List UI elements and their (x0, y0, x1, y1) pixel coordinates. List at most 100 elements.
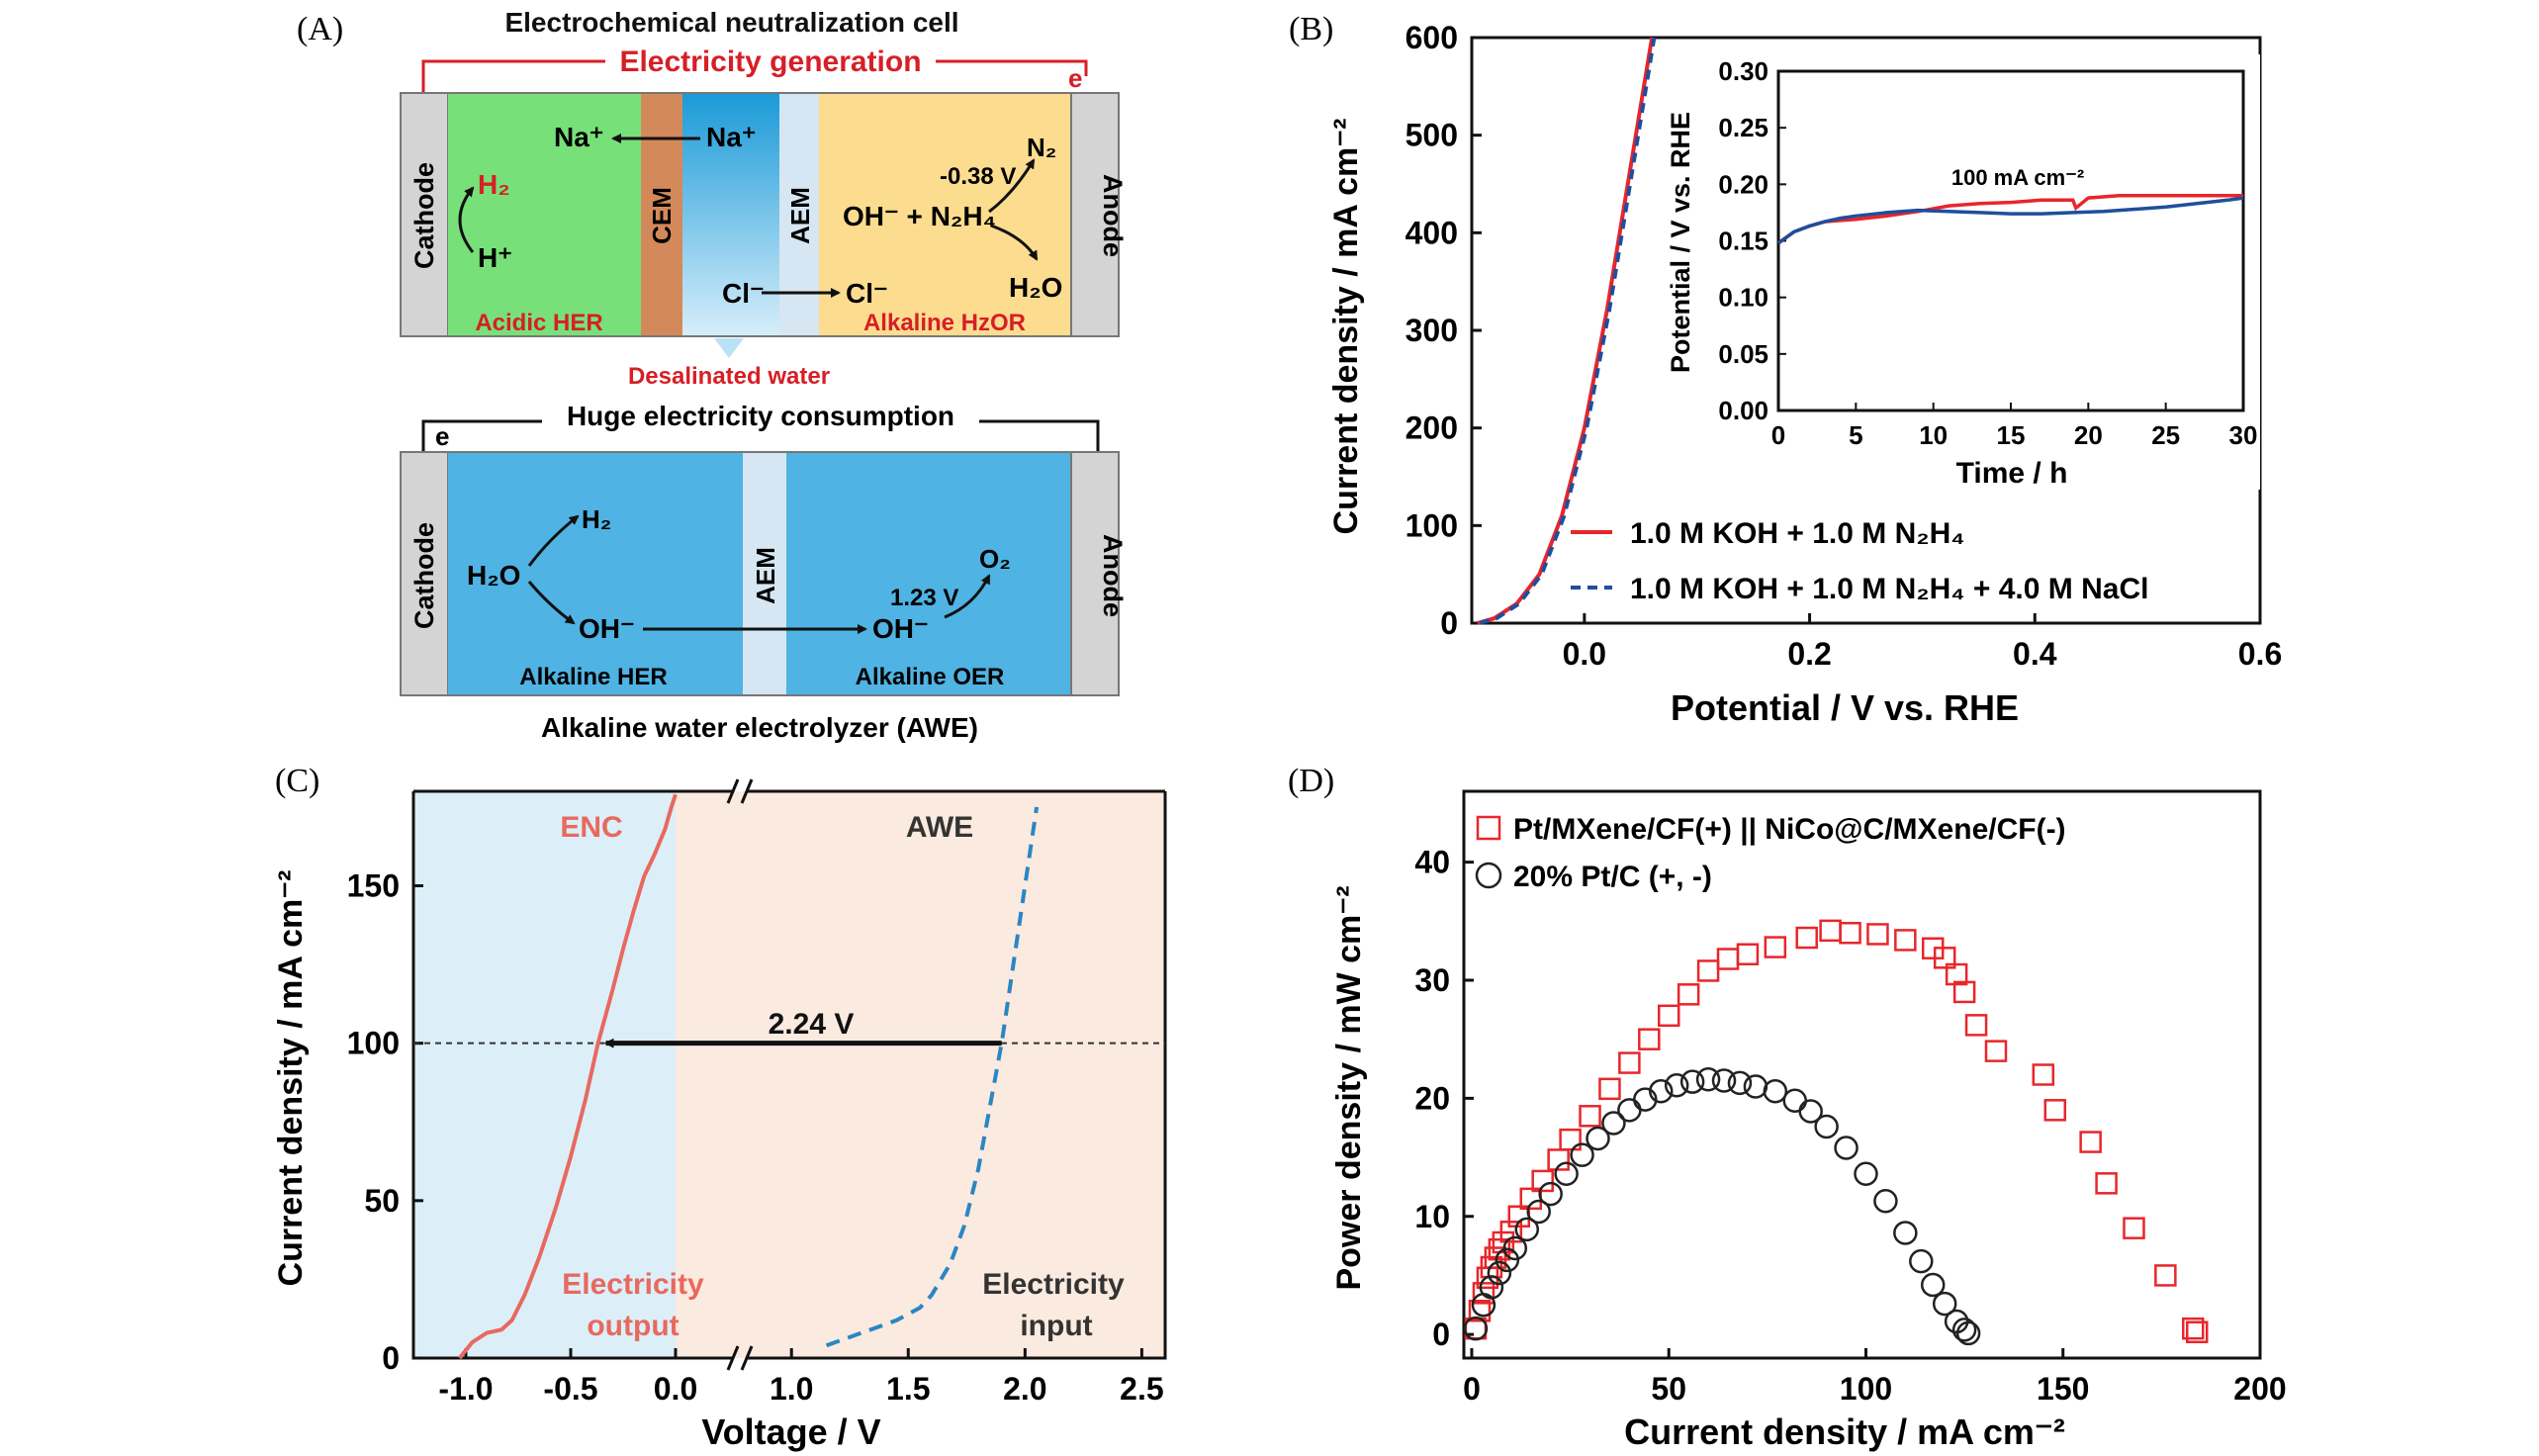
d-y-tick-label: 10 (1414, 1199, 1450, 1234)
b-y-tick-label: 500 (1406, 118, 1458, 153)
d-point-circle (1932, 1291, 1957, 1317)
d-point-circle (1873, 1188, 1898, 1214)
d-point-circle (1586, 1126, 1610, 1151)
d-legend-marker-1 (1476, 815, 1501, 841)
inset-x-tick-label: 30 (2229, 420, 2258, 450)
d-point-square (1764, 936, 1787, 958)
inset-y-tick-label: 0.15 (1718, 227, 1768, 256)
cathode-label: Cathode (409, 162, 439, 269)
inset-x-tick-label: 5 (1849, 420, 1862, 450)
panel-b-label: (B) (1289, 11, 1333, 47)
inset-x-tick-label: 20 (2074, 420, 2103, 450)
d-point-square (1598, 1077, 1621, 1101)
c-axis-break-icon (726, 778, 754, 804)
c-x-tick-label: 2.0 (1003, 1371, 1046, 1407)
d-point-square (1866, 923, 1889, 946)
d-y-tick-label: 0 (1432, 1317, 1450, 1352)
d-point-square (1933, 947, 1956, 969)
awe-anode-chamber (786, 452, 1071, 695)
d-point-circle (1538, 1181, 1563, 1207)
d-point-circle (1664, 1072, 1689, 1098)
inset-x-tick-label: 10 (1919, 420, 1948, 450)
d-point-circle (1920, 1272, 1946, 1298)
d-point-square (2095, 1172, 2118, 1195)
awe-title: Alkaline water electrolyzer (AWE) (541, 712, 978, 743)
d-point-circle (1834, 1136, 1859, 1160)
awe-cathode-chamber (448, 452, 743, 695)
inset-annotation: 100 mA cm⁻² (1951, 165, 2084, 190)
h2o-label: H₂O (1009, 272, 1062, 303)
inset-x-axis-title: Time / h (1956, 457, 2068, 490)
panel-d-power: (D) 0 50 100 150 200 0 10 20 30 40 Pt/MXene/CF(+)… (1288, 763, 2287, 1452)
cell-title: Electrochemical neutralization cell (504, 7, 958, 38)
alkaline-her-label: Alkaline HER (519, 664, 667, 690)
d-point-circle (1743, 1074, 1768, 1099)
d-point-circle (1814, 1114, 1839, 1139)
d-x-tick-label: 100 (1840, 1371, 1892, 1407)
c-x-tick-label: -1.0 (438, 1371, 493, 1407)
d-point-square (1657, 1004, 1680, 1028)
acidic-her-label: Acidic HER (475, 310, 602, 336)
d-y-tick-label: 30 (1414, 962, 1450, 998)
alkaline-oer-label: Alkaline OER (856, 664, 1005, 690)
d-point-square (1736, 943, 1760, 965)
d-x-axis-title: Current density / mA cm⁻² (1624, 1411, 2065, 1452)
awe-aem-label: AEM (751, 547, 780, 604)
inset-y-tick-label: 0.20 (1718, 169, 1768, 199)
d-point-square (2032, 1063, 2055, 1086)
d-point-circle (1554, 1161, 1579, 1187)
awe-label: AWE (906, 811, 973, 844)
inset-y-tick-label: 0.00 (1718, 396, 1768, 425)
d-y-axis-title: Power density / mW cm⁻² (1330, 885, 1368, 1290)
enc-label: ENC (560, 811, 622, 844)
d-point-circle (1601, 1111, 1626, 1136)
d-point-square (1468, 1300, 1492, 1322)
d-y-tick-label: 40 (1414, 845, 1450, 880)
output-label-1: Electricity (562, 1268, 704, 1301)
o2-arrow (944, 574, 991, 619)
d-point-square (1638, 1028, 1661, 1050)
desalinated-label: Desalinated water (628, 363, 830, 390)
hplus-label: H⁺ (478, 242, 512, 273)
b-x-tick-label: 0.4 (2013, 636, 2057, 672)
d-point-square (1559, 1128, 1582, 1151)
d-point-circle (1727, 1070, 1753, 1096)
d-point-circle (1633, 1087, 1658, 1112)
d-point-square (2043, 1099, 2067, 1122)
b-series-line-1 (1477, 37, 1655, 625)
enc-region-bg (413, 791, 676, 1358)
awe-oh-right: OH⁻ (872, 613, 929, 644)
b-x-axis-title: Potential / V vs. RHE (1671, 687, 2019, 728)
d-point-circle (1951, 1318, 1977, 1342)
d-point-circle (1463, 1316, 1489, 1341)
oer-potential: 1.23 V (890, 585, 958, 611)
c-series-line-2 (825, 806, 1040, 1348)
d-point-square (2154, 1264, 2177, 1287)
input-label-2: input (1020, 1310, 1092, 1342)
b-x-tick-label: 0.0 (1563, 636, 1606, 672)
c-x-tick-label: 1.0 (770, 1371, 813, 1407)
b-y-tick-label: 0 (1440, 605, 1458, 641)
c-x-axis-title: Voltage / V (701, 1411, 880, 1452)
cl-left-label: Cl⁻ (722, 278, 765, 309)
d-point-square (1952, 980, 1976, 1004)
d-point-square (1531, 1169, 1554, 1193)
d-plot-frame (1462, 789, 2262, 1360)
d-point-circle (1570, 1142, 1594, 1167)
c-y-tick-label: 50 (364, 1183, 400, 1219)
aem-label: AEM (785, 187, 815, 244)
c-axis-break-icon (726, 1345, 754, 1371)
d-point-square (1696, 959, 1720, 982)
d-x-tick-label: 150 (2037, 1371, 2089, 1407)
c-x-tick-label: -0.5 (543, 1371, 597, 1407)
c-x-tick-label: 1.5 (886, 1371, 930, 1407)
c-y-tick-label: 100 (347, 1026, 400, 1061)
d-point-circle (1711, 1068, 1737, 1093)
b-y-axis-title: Current density / mA cm⁻² (1327, 119, 1365, 535)
d-point-square (2182, 1317, 2205, 1340)
d-point-square (1547, 1148, 1570, 1171)
d-point-circle (1695, 1067, 1721, 1092)
b-legend-label-2: 1.0 M KOH + 1.0 M N₂H₄ + 4.0 M NaCl (1630, 573, 2148, 605)
